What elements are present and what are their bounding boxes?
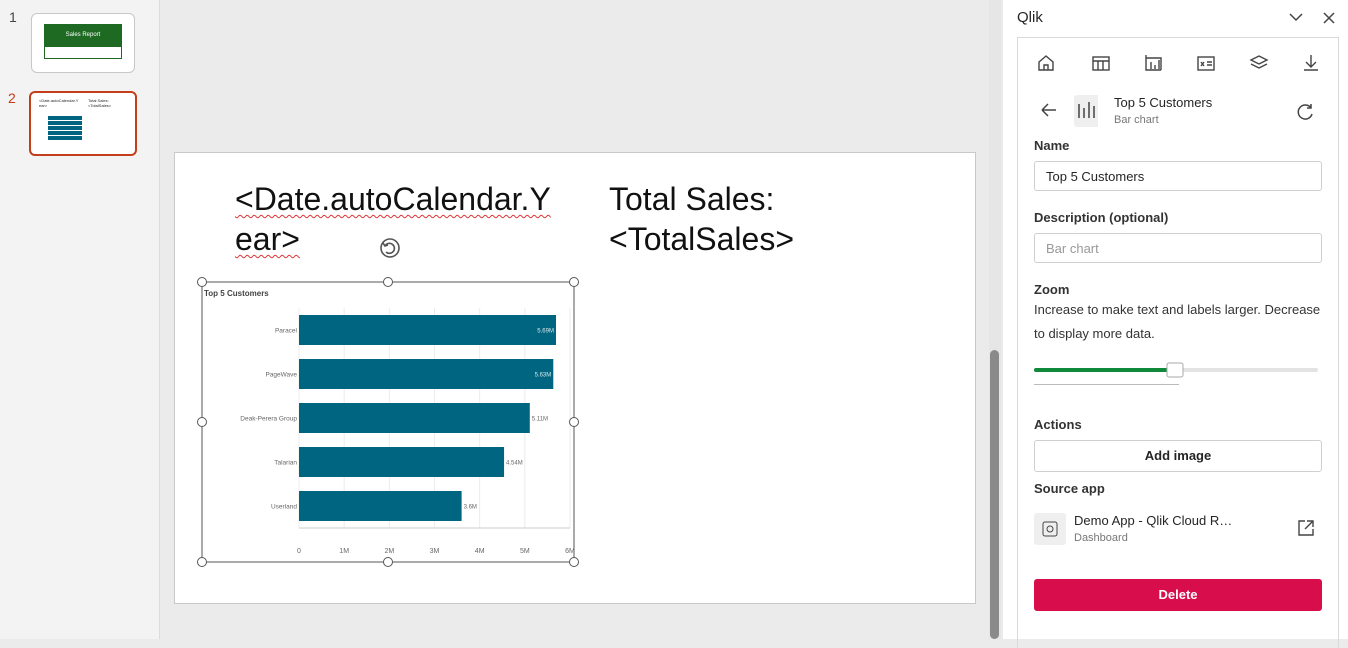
thumbnail-text: <Date.autoCalendar.Year> — [39, 98, 79, 108]
bar — [299, 359, 554, 389]
object-header-icons[interactable] — [1038, 94, 1098, 128]
zoom-help: Increase to make text and labels larger.… — [1034, 302, 1321, 341]
x-tick-label: 1M — [339, 548, 349, 555]
slide-number: 1 — [9, 9, 17, 25]
zoom-label: Zoom — [1034, 282, 1070, 297]
thumbnail-pane: 1 Sales Report 2 <Date.autoCalendar.Year… — [0, 0, 160, 639]
y-tick-label: PageWave — [265, 372, 297, 379]
toolbar[interactable] — [1036, 52, 1326, 74]
slide-thumbnail[interactable]: Sales Report — [31, 13, 135, 73]
value-label: 3.6M — [464, 505, 477, 511]
bar — [299, 447, 505, 477]
slide-total[interactable]: Total Sales: <TotalSales> — [609, 181, 795, 257]
name-input[interactable]: Top 5 Customers — [1034, 161, 1322, 191]
chart-title: Top 5 Customers — [204, 289, 269, 298]
thumbnail-bars — [48, 116, 82, 120]
add-image-button[interactable]: Add image — [1034, 440, 1322, 472]
description-input[interactable]: Bar chart — [1034, 233, 1322, 263]
y-tick-label: Talarian — [274, 460, 297, 467]
y-tick-label: Paracel — [275, 328, 298, 335]
thumbnail-text: Total Sales: <TotalSales> — [88, 98, 112, 108]
y-tick-label: Userland — [271, 504, 297, 511]
object-type: Bar chart — [1114, 114, 1159, 126]
panel-controls[interactable] — [1288, 10, 1338, 26]
x-tick-label: 3M — [430, 548, 440, 555]
slide-heading[interactable]: <Date.autoCalendar.Year> — [235, 181, 551, 257]
zoom-slider[interactable] — [1034, 360, 1324, 390]
chart-area: Top 5 Customers 0 1M 2M 3M 4M 5M 6M Paracel 5.69M… — [204, 289, 575, 555]
x-tick-label: 4M — [475, 548, 485, 555]
panel-title: Qlik — [1017, 9, 1043, 26]
source-app-name[interactable]: Demo App - Qlik Cloud R… — [1074, 513, 1233, 528]
x-tick-label: 0 — [297, 548, 301, 555]
y-tick-label: Deak-Perera Group — [240, 416, 297, 423]
value-label: 5.11M — [532, 417, 548, 423]
value-label: 5.69M — [537, 329, 554, 335]
rotate-handle[interactable] — [380, 238, 400, 258]
refresh-button[interactable] — [1296, 102, 1316, 122]
thumbnail-title: Sales Report — [44, 24, 122, 46]
slide-thumbnail-selected[interactable]: <Date.autoCalendar.Year> Total Sales: <T… — [29, 91, 137, 156]
description-label: Description (optional) — [1034, 210, 1169, 225]
resize-handles[interactable] — [197, 277, 579, 567]
x-tick-label: 6M — [565, 548, 575, 555]
add-in-panel: Qlik Top 5 Customers Bar chart Name Top … — [1003, 0, 1348, 648]
source-app-icon — [1034, 513, 1066, 545]
scroll-thumb[interactable] — [990, 350, 999, 639]
x-tick-label: 2M — [384, 548, 394, 555]
value-label: 5.63M — [535, 373, 552, 379]
open-external[interactable] — [1297, 519, 1315, 537]
value-label: 4.54M — [506, 461, 523, 467]
name-label: Name — [1034, 138, 1070, 153]
source-app-type: Dashboard — [1074, 532, 1128, 544]
panel-card: Top 5 Customers Bar chart Name Top 5 Cus… — [1017, 37, 1339, 648]
delete-button[interactable]: Delete — [1034, 579, 1322, 611]
slide-number: 2 — [8, 90, 16, 106]
actions-label: Actions — [1034, 417, 1082, 432]
bar — [299, 403, 530, 433]
x-tick-label: 5M — [520, 548, 530, 555]
bar — [299, 315, 556, 345]
chart-object[interactable]: Top 5 Customers 0 1M 2M 3M 4M 5M 6M Paracel 5.69M… — [192, 234, 592, 574]
thumbnail-box — [44, 46, 122, 59]
source-label: Source app — [1034, 481, 1105, 496]
scrollbar[interactable] — [989, 0, 1001, 639]
bar — [299, 491, 462, 521]
object-title: Top 5 Customers — [1114, 95, 1213, 110]
